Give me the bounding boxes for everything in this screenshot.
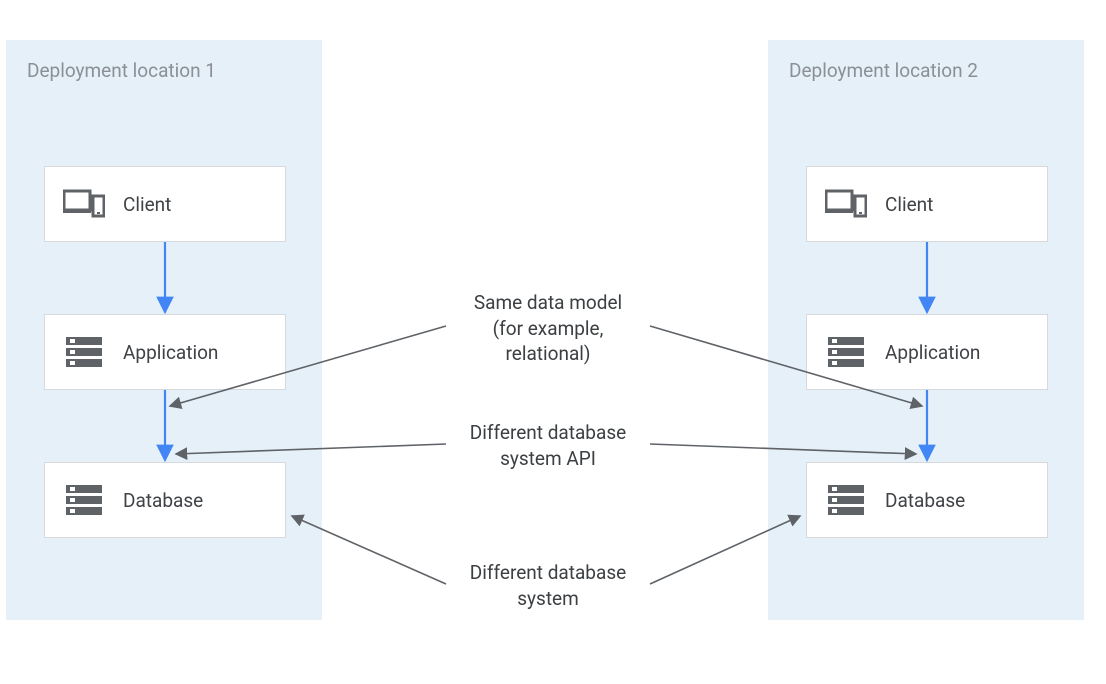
annotation-model: Same data model (for example, relational… (448, 290, 648, 367)
node-left-client: Client (44, 166, 286, 242)
node-label: Client (885, 193, 933, 216)
annotation-api: Different database system API (448, 420, 648, 471)
server-icon (63, 334, 105, 370)
node-right-client: Client (806, 166, 1048, 242)
diagram-canvas: Deployment location 1 Deployment locatio… (0, 0, 1106, 684)
node-label: Application (123, 341, 218, 364)
node-right-database: Database (806, 462, 1048, 538)
node-label: Database (123, 489, 203, 512)
node-label: Database (885, 489, 965, 512)
node-left-application: Application (44, 314, 286, 390)
server-icon (825, 334, 867, 370)
node-label: Application (885, 341, 980, 364)
node-left-database: Database (44, 462, 286, 538)
server-icon (63, 482, 105, 518)
node-label: Client (123, 193, 171, 216)
client-devices-icon (825, 186, 867, 222)
client-devices-icon (63, 186, 105, 222)
server-icon (825, 482, 867, 518)
panel-2-title: Deployment location 2 (789, 59, 978, 82)
panel-1-title: Deployment location 1 (27, 59, 216, 82)
annotation-system: Different database system (448, 560, 648, 611)
node-right-application: Application (806, 314, 1048, 390)
